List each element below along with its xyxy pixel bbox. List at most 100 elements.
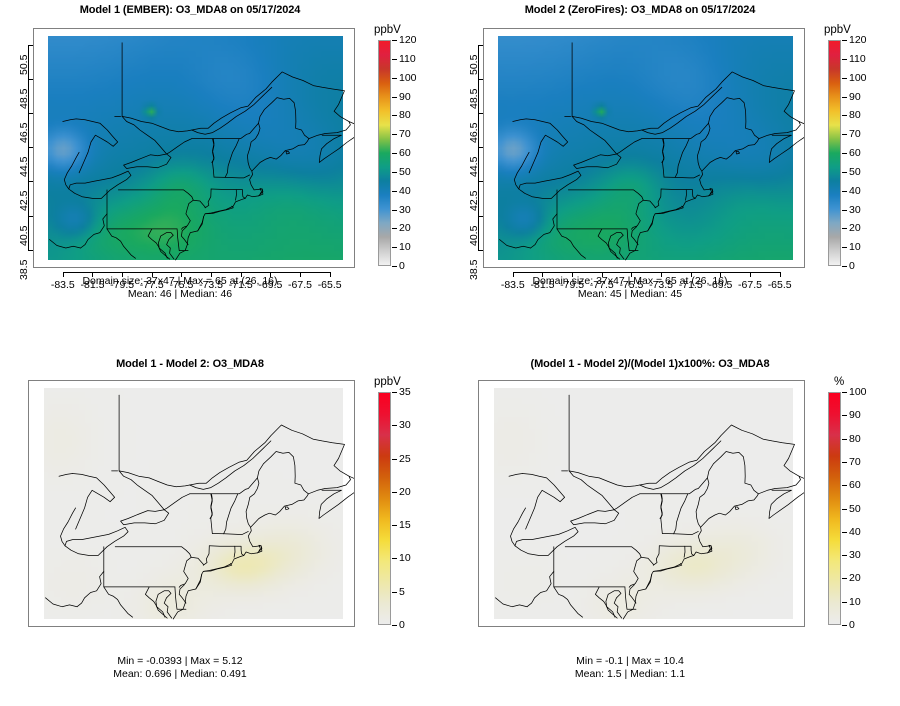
x-axis-label: -75.5 bbox=[169, 279, 194, 291]
colorbar-tick bbox=[392, 134, 397, 136]
colorbar-tick bbox=[392, 228, 397, 230]
colorbar-tick-label: 30 bbox=[399, 419, 411, 432]
y-axis-tick bbox=[478, 147, 483, 149]
colorbar-tick-label: 120 bbox=[399, 34, 417, 46]
coastline-overlay bbox=[484, 29, 804, 267]
colorbar-tick-label: 30 bbox=[849, 203, 861, 216]
colorbar-tick-label: 110 bbox=[849, 52, 866, 65]
x-axis-label: -77.5 bbox=[589, 279, 614, 291]
x-axis-tick bbox=[750, 272, 751, 277]
colorbar-tick bbox=[392, 96, 397, 98]
colorbar-tick-label: 50 bbox=[399, 165, 411, 178]
colorbar-tick bbox=[842, 115, 847, 117]
colorbar-tick-label: 60 bbox=[849, 147, 861, 159]
y-axis-tick bbox=[28, 112, 33, 114]
colorbar-tick-label: 70 bbox=[399, 128, 411, 141]
y-axis-tick bbox=[28, 44, 33, 46]
y-axis-tick bbox=[478, 112, 483, 114]
x-axis-label: -83.5 bbox=[500, 279, 525, 291]
x-axis-tick bbox=[661, 272, 663, 277]
x-axis-tick bbox=[270, 272, 272, 277]
x-axis-label: -69.5 bbox=[708, 279, 733, 291]
x-axis-line bbox=[512, 272, 780, 273]
colorbar: ppbV 0 10 20 30 40 50 60 70 80 90 100 110 120 bbox=[824, 24, 898, 272]
colorbar-tick bbox=[842, 625, 847, 626]
colorbar-gradient bbox=[828, 40, 841, 266]
x-axis-tick bbox=[211, 272, 213, 277]
x-axis-line bbox=[62, 272, 330, 273]
x-axis-label: -67.5 bbox=[288, 279, 312, 291]
colorbar-title: ppbV bbox=[374, 376, 401, 388]
panel-title: Model 2 (ZeroFires): O3_MDA8 on 05/17/20… bbox=[524, 4, 756, 16]
colorbar-tick bbox=[842, 190, 847, 192]
colorbar-tick bbox=[392, 153, 397, 154]
y-axis-label: 46.5 bbox=[18, 122, 30, 143]
colorbar-tick bbox=[392, 247, 397, 249]
colorbar-tick bbox=[392, 190, 397, 192]
colorbar-tick-label: 80 bbox=[849, 109, 861, 122]
colorbar-tick-label: 5 bbox=[399, 585, 405, 598]
colorbar-tick bbox=[842, 508, 847, 510]
x-axis-label: -65.5 bbox=[767, 279, 792, 291]
colorbar-tick-label: 80 bbox=[849, 432, 861, 445]
colorbar-tick-label: 50 bbox=[849, 502, 861, 515]
y-axis-tick bbox=[478, 215, 483, 217]
colorbar-gradient bbox=[378, 40, 391, 266]
x-axis-tick bbox=[720, 272, 722, 277]
x-axis-tick bbox=[92, 272, 94, 277]
colorbar-tick-label: 90 bbox=[849, 90, 861, 103]
colorbar-tick bbox=[842, 77, 847, 79]
x-axis-label: -69.5 bbox=[258, 279, 283, 291]
colorbar-title: ppbV bbox=[374, 24, 401, 36]
map-plot-area bbox=[483, 28, 805, 268]
colorbar-tick bbox=[392, 209, 397, 211]
y-axis-label: 48.5 bbox=[18, 88, 30, 109]
colorbar: % 0 10 20 30 40 50 60 70 80 90 100 bbox=[828, 376, 898, 631]
colorbar-tick-label: 0 bbox=[849, 619, 855, 631]
x-axis-tick bbox=[329, 272, 331, 277]
y-axis-tick bbox=[28, 78, 33, 80]
colorbar-tick-label: 100 bbox=[399, 71, 417, 84]
y-axis-label: 44.5 bbox=[468, 156, 480, 178]
y-axis-label: 50.5 bbox=[18, 54, 30, 75]
colorbar-tick-label: 30 bbox=[849, 549, 861, 562]
panel-percent-difference: (Model 1 - Model 2)/(Model 1)x100%: O3_M… bbox=[450, 353, 900, 706]
y-axis-label: 42.5 bbox=[18, 190, 30, 212]
x-axis-label: -81.5 bbox=[530, 279, 555, 291]
y-axis-tick bbox=[478, 249, 483, 251]
panel-title: Model 1 (EMBER): O3_MDA8 on 05/17/2024 bbox=[79, 4, 301, 16]
colorbar-tick-label: 100 bbox=[849, 71, 867, 84]
y-axis-tick bbox=[28, 181, 33, 183]
y-axis-tick bbox=[478, 78, 483, 80]
colorbar-tick bbox=[842, 415, 847, 417]
y-axis-tick bbox=[28, 249, 33, 251]
colorbar-tick bbox=[392, 58, 397, 60]
colorbar-tick bbox=[392, 266, 397, 267]
colorbar-tick bbox=[392, 525, 397, 527]
colorbar: ppbV 0 10 20 30 40 50 60 70 80 90 100 110 120 bbox=[374, 24, 448, 272]
colorbar-tick bbox=[392, 171, 397, 173]
y-axis-label: 48.5 bbox=[468, 88, 480, 109]
y-axis-label: 44.5 bbox=[18, 156, 30, 178]
coastline-overlay bbox=[479, 381, 804, 626]
colorbar-tick bbox=[392, 491, 397, 493]
x-axis-tick bbox=[542, 272, 544, 277]
colorbar: ppbV 0 5 10 15 20 25 30 35 bbox=[374, 376, 448, 631]
colorbar-title: % bbox=[834, 376, 845, 388]
x-axis-label: -71.5 bbox=[678, 279, 703, 291]
colorbar-tick bbox=[842, 266, 847, 267]
colorbar-tick bbox=[392, 558, 397, 560]
colorbar-tick bbox=[842, 58, 847, 60]
y-axis-tick bbox=[28, 215, 33, 217]
colorbar-tick-label: 0 bbox=[399, 619, 405, 631]
colorbar-gradient bbox=[378, 392, 391, 625]
x-axis-tick bbox=[240, 272, 242, 277]
colorbar-tick-label: 50 bbox=[849, 165, 861, 178]
coastline-overlay bbox=[34, 29, 354, 267]
colorbar-tick bbox=[392, 425, 397, 427]
x-axis-label: -79.5 bbox=[110, 279, 135, 291]
colorbar-tick-label: 10 bbox=[849, 241, 861, 254]
colorbar-tick bbox=[842, 485, 847, 487]
panel-caption: Min = -0.0393 | Max = 5.12 Mean: 0.696 |… bbox=[113, 655, 247, 680]
